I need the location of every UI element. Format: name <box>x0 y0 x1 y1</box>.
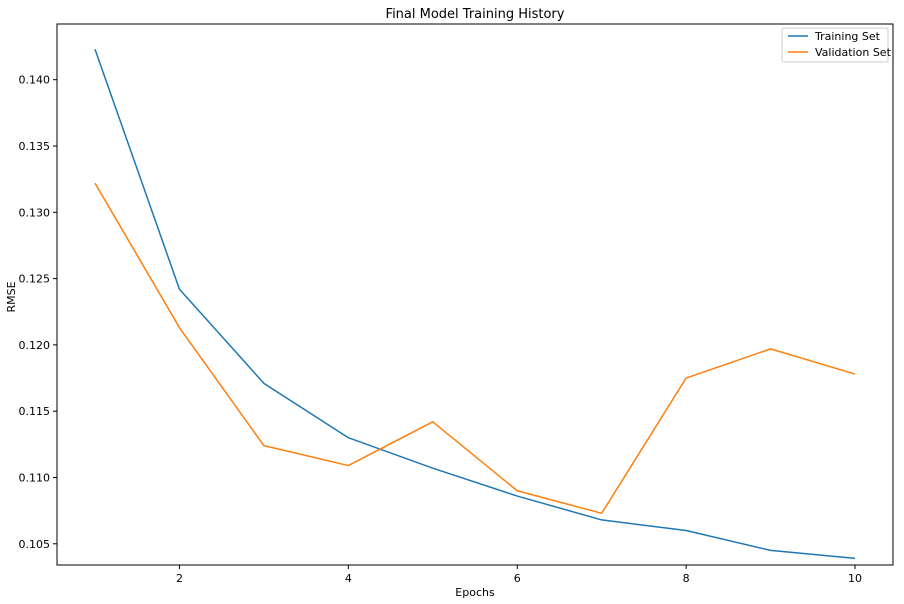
x-tick-label: 8 <box>683 572 690 585</box>
legend: Training Set Validation Set <box>781 27 892 63</box>
x-axis-label: Epochs <box>455 586 495 599</box>
y-tick-label: 0.125 <box>19 273 51 286</box>
y-tick-label: 0.110 <box>19 471 51 484</box>
y-tick-label: 0.115 <box>19 405 51 418</box>
x-axis: 2 4 6 8 10 <box>176 565 862 585</box>
series-line-validation-set <box>94 182 856 515</box>
x-tick-label: 6 <box>514 572 521 585</box>
y-tick-label: 0.140 <box>19 74 51 87</box>
x-tick-label: 2 <box>176 572 183 585</box>
y-tick-label: 0.105 <box>19 538 51 551</box>
legend-label-validation-set: Validation Set <box>815 46 892 59</box>
legend-label-training-set: Training Set <box>814 30 881 43</box>
y-tick-label: 0.130 <box>19 206 51 219</box>
series-line-training-set <box>94 48 856 560</box>
plot-area <box>56 23 894 566</box>
y-tick-label: 0.135 <box>19 140 51 153</box>
y-tick-label: 0.120 <box>19 339 51 352</box>
series-layer <box>94 48 856 560</box>
y-axis-label: RMSE <box>5 281 18 312</box>
x-tick-label: 10 <box>848 572 862 585</box>
chart-title: Final Model Training History <box>386 7 565 22</box>
y-axis: 0.105 0.110 0.115 0.120 0.125 0.130 0.135 0.140 <box>19 74 57 551</box>
x-tick-label: 4 <box>345 572 352 585</box>
legend-box <box>781 27 889 63</box>
